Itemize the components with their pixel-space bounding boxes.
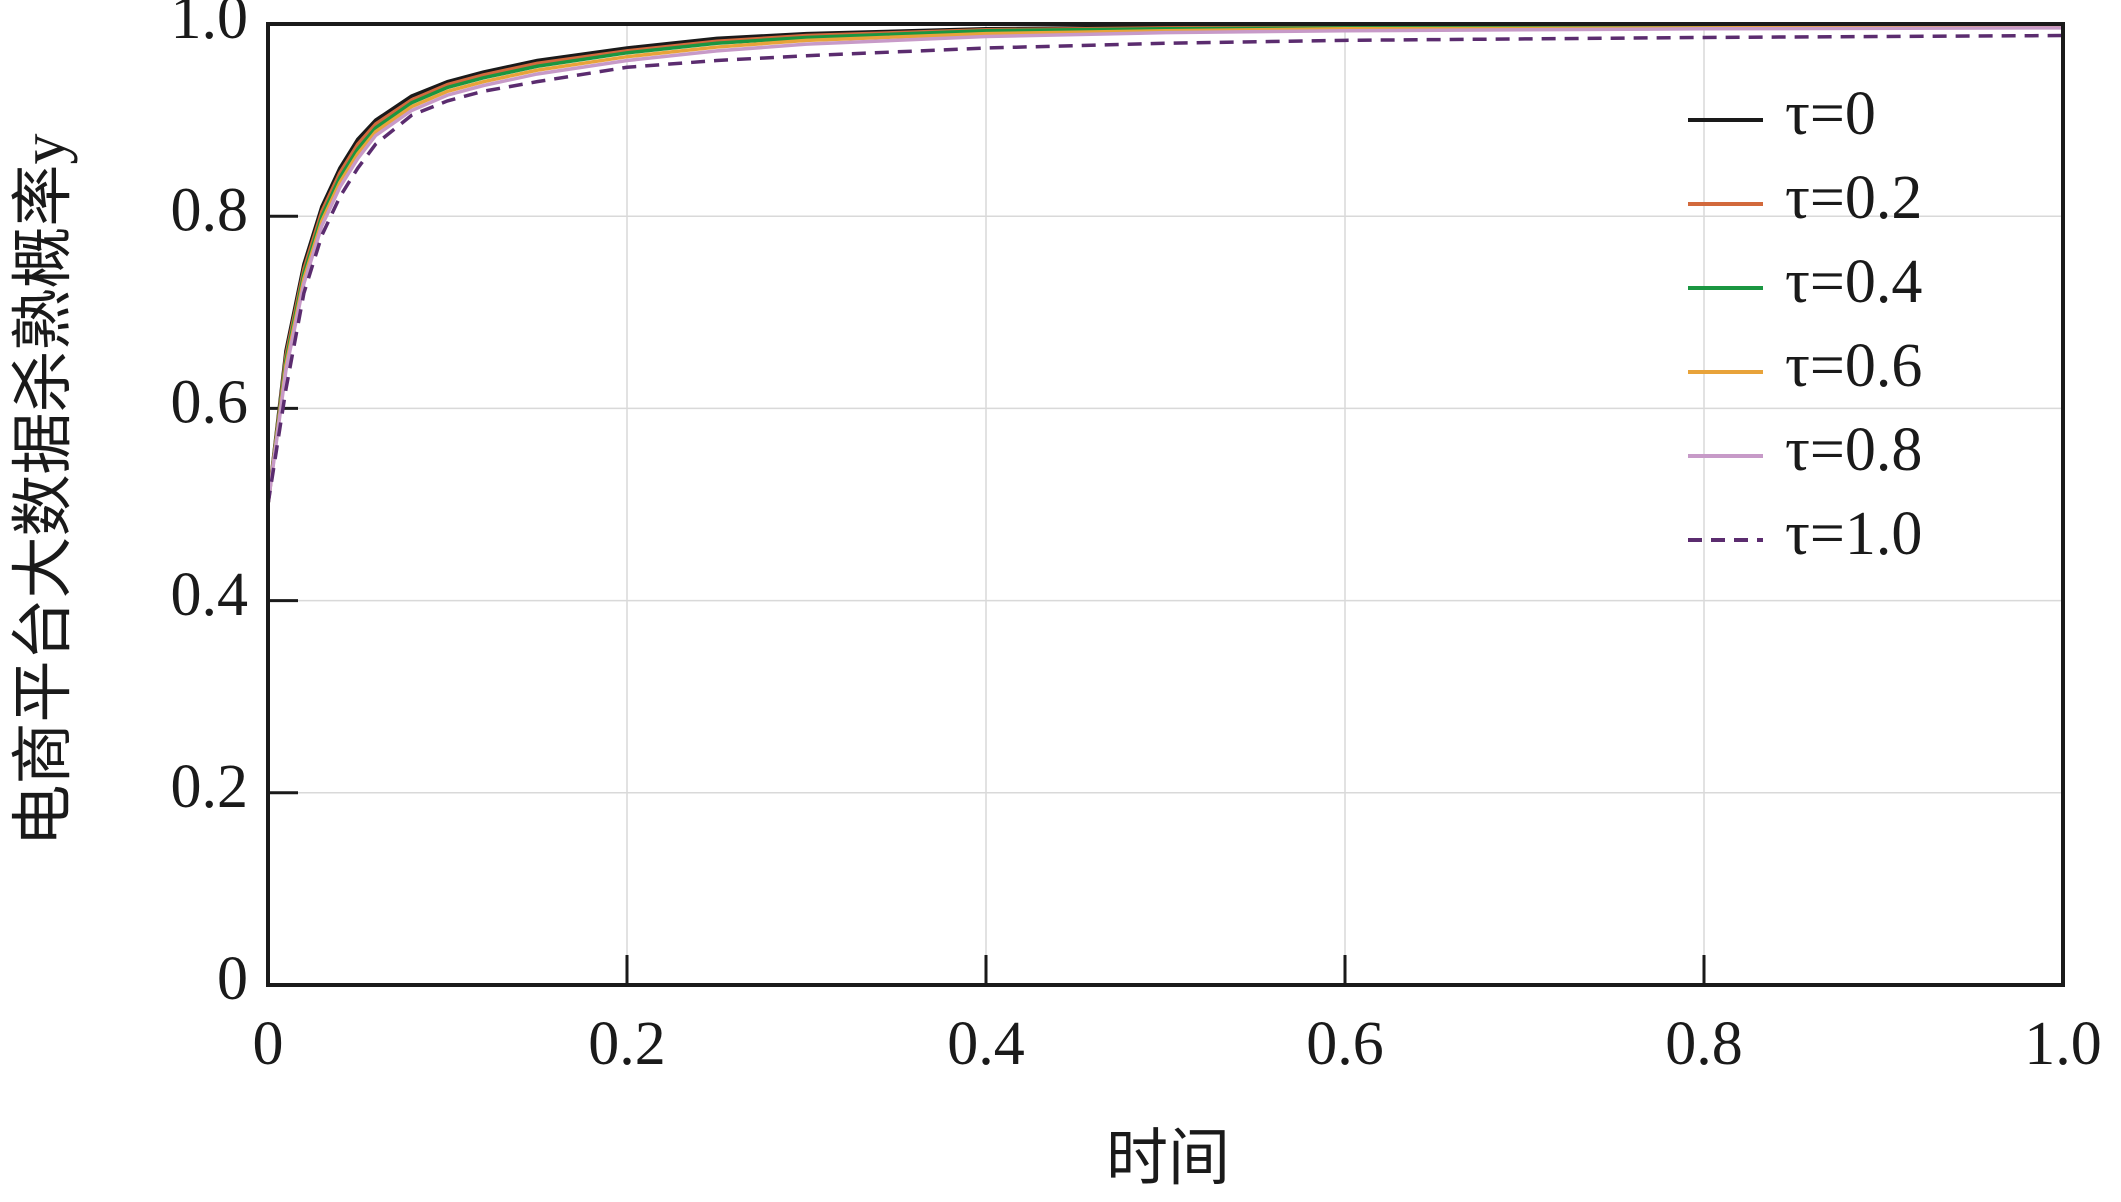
y-tick-label: 1.0	[171, 0, 249, 52]
series-line	[266, 26, 2064, 505]
series-line	[266, 25, 2064, 505]
legend-label: τ=0.4	[1785, 248, 1922, 316]
plot-frame	[266, 22, 2065, 987]
x-tick-label: 0.6	[1306, 1010, 1384, 1078]
y-tick-label: 0.4	[171, 561, 249, 629]
y-axis-label: 电商平台大数据杀熟概率y	[10, 133, 78, 846]
legend-label: τ=1.0	[1785, 500, 1922, 568]
x-tick-label: 0.4	[947, 1010, 1025, 1078]
x-axis-label: 时间	[1106, 1125, 1230, 1193]
y-tick-label: 0	[217, 945, 248, 1013]
series-line	[266, 24, 2064, 505]
x-tick-label: 0.8	[1665, 1010, 1743, 1078]
y-tick-label: 0.8	[171, 176, 249, 244]
legend-label: τ=0.8	[1785, 416, 1922, 484]
x-tick-label: 0.2	[588, 1010, 666, 1078]
y-tick-label: 0.6	[171, 369, 249, 437]
legend-label: τ=0	[1785, 80, 1876, 148]
legend-label: τ=0.2	[1785, 164, 1922, 232]
y-tick-label: 0.2	[171, 753, 249, 821]
x-tick-label: 0	[253, 1010, 284, 1078]
x-tick-label: 1.0	[2024, 1010, 2102, 1078]
legend-label: τ=0.6	[1785, 332, 1922, 400]
